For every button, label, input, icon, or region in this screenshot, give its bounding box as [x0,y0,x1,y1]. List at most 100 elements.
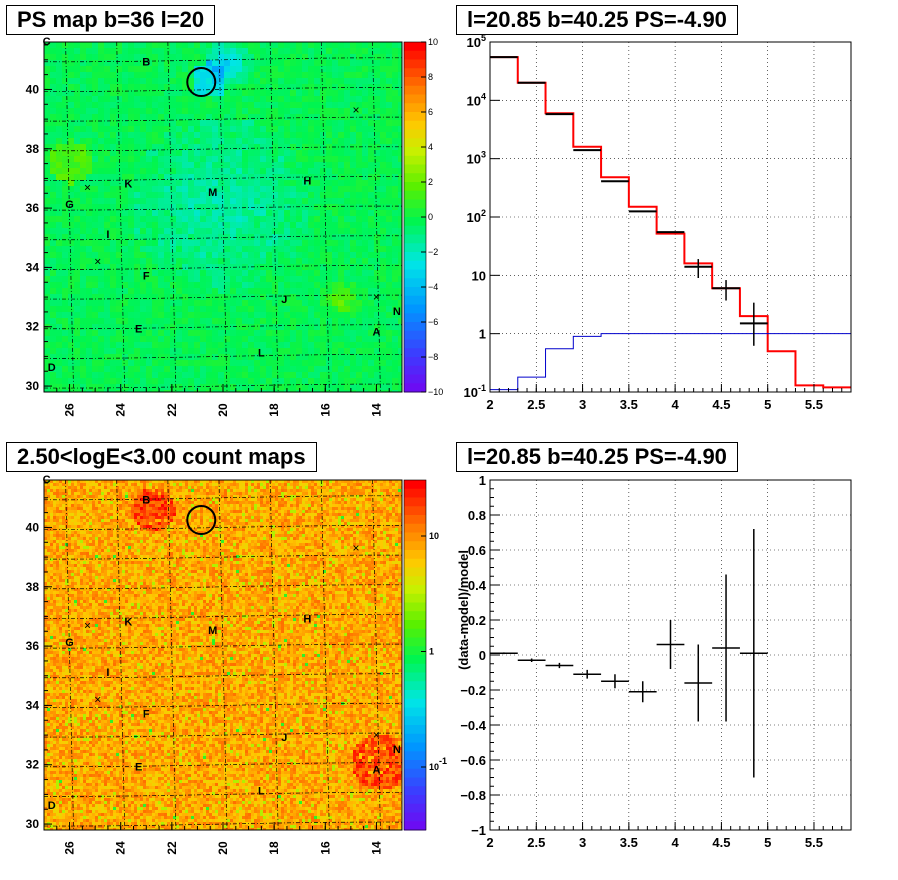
source-label: I [106,667,109,679]
y-tick-label: 1 [479,327,486,342]
colorbar-tick-label: −10 [428,387,443,397]
source-cross: × [373,728,380,742]
source-label: F [143,708,150,720]
colorbar-tick-label: −8 [428,352,438,362]
title-count-map: 2.50<logE<3.00 count maps [6,442,317,472]
source-cross: × [94,692,101,706]
y-tick-label: 103 [467,150,486,167]
x-tick-label: 20 [216,403,230,417]
x-tick-label: 26 [63,403,77,417]
heatmap-cells-2 [44,480,402,830]
x-tick-label: 24 [114,841,128,855]
colorbar-tick-label: 10 [429,531,439,541]
x-tick-label: 2 [486,835,493,850]
colorbar-tick-label: −2 [428,247,438,257]
x-tick-label: 20 [216,841,230,855]
colorbar-tick-label: −4 [428,282,438,292]
source-cross: × [94,254,101,268]
x-tick-label: 24 [114,403,128,417]
source-label: N [393,744,401,756]
y-tick-label: 30 [26,379,40,393]
x-tick-label: 5 [764,397,771,412]
y-tick-label: −0.2 [460,683,486,698]
y-tick-label: 38 [26,580,40,594]
colorbar-2 [404,480,426,831]
colorbar-tick-label: 10-1 [429,756,447,772]
y-tick-label: 10-1 [464,383,486,400]
source-label: H [303,175,311,187]
x-tick-label: 18 [267,841,281,855]
source-label: D [48,800,56,812]
y-tick-label: 40 [26,520,40,534]
y-tick-label: 1 [479,473,486,488]
y-tick-label: 32 [26,758,40,772]
source-cross: × [84,180,91,194]
x-tick-label: 2.5 [527,397,545,412]
x-tick-label: 2 [486,397,493,412]
colorbar-tick-label: 6 [428,107,433,117]
source-label: B [142,495,150,507]
source-label: M [208,187,217,199]
source-label: E [135,324,142,336]
x-tick-label: 5.5 [805,835,823,850]
source-label: L [258,785,265,797]
colorbar-tick-label: 0 [428,212,433,222]
source-cross: × [84,618,91,632]
spectrum-panel-1: 2 2.5 3 3.5 4 4.5 5 5.5 [486,42,851,412]
x-tick-label: 26 [63,841,77,855]
source-label: H [303,613,311,625]
x-tick-label: 2.5 [527,835,545,850]
y-tick-label: −0.8 [460,788,486,803]
x-tick-label: 3 [579,835,586,850]
y-tick-label: 0.8 [468,508,486,523]
x-tick-label: 3.5 [620,397,638,412]
x-tick-label: 14 [369,403,383,417]
source-label: J [281,294,287,306]
colorbar-tick-label: 4 [428,142,433,152]
source-label: G [65,199,74,211]
y-tick-label: 34 [26,260,40,274]
source-cross: × [352,541,359,555]
source-label: I [106,229,109,241]
x-tick-label: 5.5 [805,397,823,412]
y-tick-label: 104 [467,91,486,108]
source-label: E [135,762,142,774]
x-tick-label: 18 [267,403,281,417]
source-label: A [372,327,380,339]
source-label: B [142,57,150,69]
source-cross: × [373,290,380,304]
y-tick-label: 105 [467,33,486,50]
y-tick-label: 34 [26,698,40,712]
source-label: M [208,625,217,637]
y-tick-label: −1 [471,823,486,838]
title-ps-map: PS map b=36 l=20 [6,5,215,35]
colorbar-tick-label: 8 [428,72,433,82]
x-tick-label: 3 [579,397,586,412]
colorbar-tick-label: 10 [428,37,438,47]
y-tick-label: 10 [472,268,486,283]
colorbar-tick-label: 1 [429,647,434,657]
x-tick-label: 4 [672,835,680,850]
y-tick-label: 36 [26,639,40,653]
y-tick-label: 102 [467,208,486,225]
source-label: J [281,732,287,744]
y-tick-label: 38 [26,142,40,156]
y-axis-title: (data-model)/model [456,550,471,670]
heatmap-cells-0 [44,42,402,392]
y-tick-label: 0 [479,648,486,663]
title-residuals: l=20.85 b=40.25 PS=-4.90 [456,442,738,472]
x-tick-label: 4.5 [712,397,730,412]
y-tick-label: 32 [26,320,40,334]
y-tick-label: −0.6 [460,753,486,768]
x-tick-label: 5 [764,835,771,850]
x-tick-label: 4 [672,397,680,412]
source-label: N [393,306,401,318]
source-cross: × [352,103,359,117]
x-tick-label: 14 [369,841,383,855]
